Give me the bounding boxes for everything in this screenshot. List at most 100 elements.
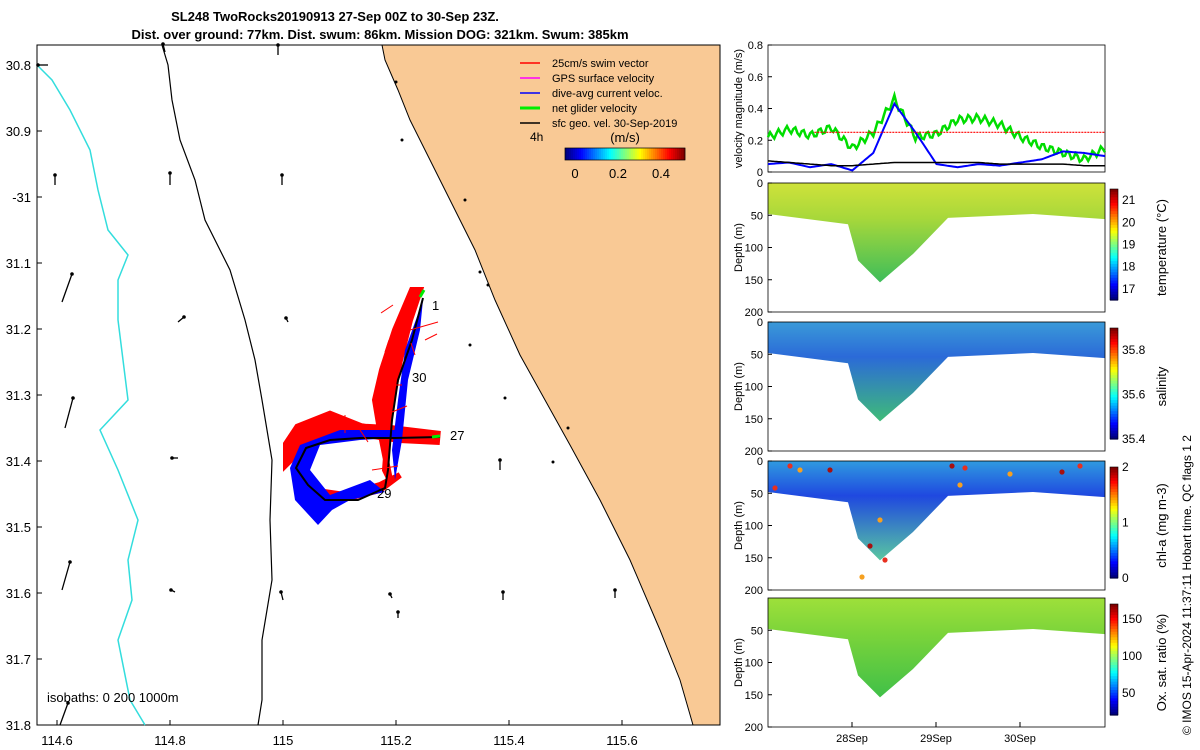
- colorbar-cell: [1110, 645, 1118, 649]
- colorbar-cell: [1110, 547, 1118, 551]
- velocity-series-dive-avg-current-veloc-: [767, 101, 1106, 172]
- colorbar-cell: [1110, 247, 1118, 251]
- profile-frame: [767, 460, 1106, 591]
- colorbar-cell: [611, 148, 614, 160]
- colorbar-cell: [637, 148, 640, 160]
- colorbar-cell: [1110, 536, 1118, 540]
- colorbar-cell: [1110, 369, 1118, 373]
- colorbar-cell: [1110, 475, 1118, 479]
- colorbar-cell: [597, 148, 600, 160]
- chla-highlight-point: [787, 463, 793, 469]
- colorbar-cell: [1110, 375, 1118, 379]
- map-x-tick-label: 114.6: [41, 733, 73, 748]
- colorbar-cell: [1110, 483, 1118, 488]
- colorbar-cell: [1110, 494, 1118, 499]
- colorbar-cell: [655, 148, 658, 160]
- colorbar-cell: [1110, 491, 1118, 496]
- colorbar-cell: [1110, 419, 1118, 423]
- colorbar-frame: [1109, 188, 1119, 301]
- colorbar-cell: [1110, 670, 1118, 674]
- colorbar-cell: [1110, 280, 1118, 284]
- sfc-velocity-arrowhead: [53, 173, 57, 177]
- sfc-velocity-arrowhead: [170, 456, 174, 460]
- colorbar-cell: [1110, 344, 1118, 349]
- colorbar-tick-label: 18: [1122, 260, 1136, 274]
- colorbar-cell: [1110, 425, 1118, 429]
- colorbar-tick-label: 20: [1122, 215, 1136, 229]
- colorbar-cell: [1110, 522, 1118, 526]
- colorbar-cell: [595, 148, 598, 160]
- colorbar-cell: [1110, 377, 1118, 382]
- colorbar-cell: [1110, 514, 1118, 518]
- colorbar-cell: [669, 148, 672, 160]
- coast-island: [566, 426, 570, 430]
- swim-vector-arrow: [359, 429, 369, 443]
- glider-track-group: 1 30 27 29: [283, 287, 464, 525]
- colorbar-cell: [1110, 472, 1118, 476]
- colorbar-cell: [613, 148, 616, 160]
- colorbar-frame: [1109, 327, 1119, 440]
- chla-highlight-point: [882, 557, 888, 563]
- colorbar-cell: [1110, 692, 1118, 697]
- colorbar-cell: [1110, 358, 1118, 362]
- chla-highlight-point: [827, 467, 833, 473]
- colorbar-cell: [1110, 366, 1118, 371]
- colorbar-cell: [1110, 291, 1118, 296]
- sfc-velocity-arrowhead: [68, 560, 72, 564]
- chla-highlight-point: [1059, 469, 1065, 475]
- colorbar-cell: [1110, 405, 1118, 410]
- colorbar-cell: [1110, 508, 1118, 512]
- colorbar-cell: [1110, 236, 1118, 240]
- chla-highlight-point: [797, 467, 803, 473]
- sfc-velocity-arrow: [61, 273, 73, 303]
- colorbar-cell: [1110, 609, 1118, 613]
- colorbar-cell: [1110, 422, 1118, 426]
- sfc-velocity-arrowhead: [279, 590, 283, 594]
- colorbar-cell: [591, 148, 594, 160]
- sfc-velocity-arrowhead: [284, 316, 288, 320]
- colorbar-cell: [1110, 606, 1118, 611]
- colorbar-cell: [1110, 227, 1118, 232]
- colorbar-cell: [1110, 297, 1118, 301]
- map-y-tick-label: 31.7: [6, 652, 31, 667]
- colorbar-cell: [625, 148, 628, 160]
- colorbar-cell: [1110, 566, 1118, 571]
- map-y-tick-label: 31.2: [6, 322, 31, 337]
- coast-island: [400, 138, 404, 142]
- colorbar-cell: [1110, 197, 1118, 201]
- colorbar-cell: [593, 148, 596, 160]
- colorbar-tick-label: 0: [1122, 571, 1129, 585]
- map-y-tick-label: 31.1: [6, 256, 31, 271]
- colorbar-cell: [639, 148, 642, 160]
- sfc-velocity-arrowhead: [276, 43, 280, 47]
- section-field: [768, 598, 1105, 698]
- colorbar-cell: [671, 148, 674, 160]
- coast-island: [551, 460, 555, 464]
- colorbar-cell: [571, 148, 574, 160]
- colorbar-cell: [609, 148, 612, 160]
- colorbar-cell: [1110, 233, 1118, 237]
- colorbar-cell: [585, 148, 588, 160]
- colorbar-cell: [1110, 213, 1118, 218]
- sfc-velocity-arrow: [59, 702, 69, 726]
- colorbar-cell: [1110, 272, 1118, 276]
- colorbar-cell: [1110, 533, 1118, 537]
- track-day-label: 29: [377, 486, 391, 501]
- colorbar-cell: [1110, 255, 1118, 259]
- colorbar-frame: [1109, 603, 1119, 716]
- map-y-tick-label: 30.8: [6, 58, 31, 73]
- swim-vector-arrow: [380, 304, 394, 314]
- colorbar-cell: [1110, 416, 1118, 421]
- colorbar-cell: [1110, 336, 1118, 340]
- chart-title-line2: Dist. over ground: 77km. Dist. swum: 86k…: [131, 27, 629, 42]
- colorbar-cell: [1110, 383, 1118, 387]
- colorbar-cell: [633, 148, 636, 160]
- isobath-1000m: [36, 64, 146, 726]
- colorbar-cell: [1110, 294, 1118, 298]
- colorbar-cell: [605, 148, 608, 160]
- colorbar-cell: [1110, 394, 1118, 398]
- sfc-velocity-arrowhead: [168, 171, 172, 175]
- swim-vector-arrow: [371, 465, 399, 471]
- colorbar-cell: [1110, 427, 1118, 432]
